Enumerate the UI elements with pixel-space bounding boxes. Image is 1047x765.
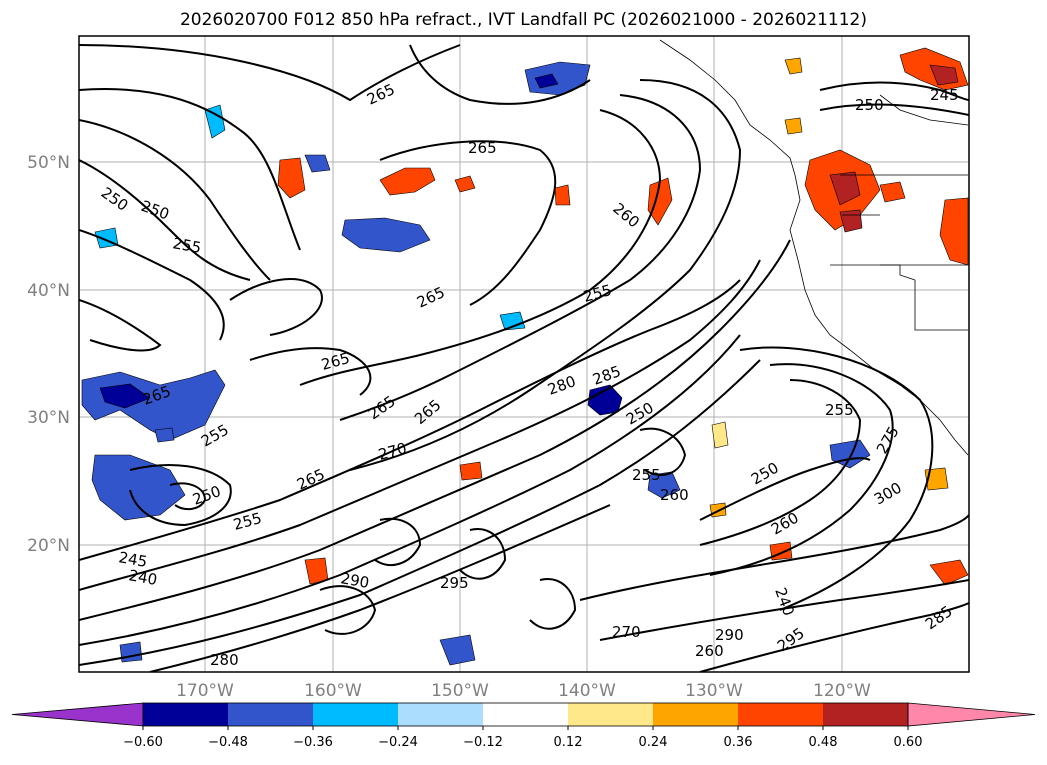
orange-patch xyxy=(784,57,803,75)
colorbar: −0.60 −0.48 −0.36 −0.24 −0.12 0.12 0.24 0.36 0.4… xyxy=(11,702,1036,750)
blue-patch xyxy=(91,454,186,521)
colorbar-tick-label: −0.36 xyxy=(293,735,333,750)
map-area xyxy=(79,36,969,672)
colorbar-outline xyxy=(142,702,909,727)
contour-label: 245 xyxy=(930,86,959,104)
orange-patch xyxy=(784,117,803,135)
contour-label: 255 xyxy=(632,466,661,484)
contour-label: 250 xyxy=(855,96,884,114)
darkred-patch xyxy=(829,171,861,206)
colorbar-cell xyxy=(398,703,483,726)
cyan-patch xyxy=(154,427,175,443)
darkred-patch xyxy=(929,64,959,86)
colorbar-tick-label: 0.60 xyxy=(894,735,923,750)
contour-label: 240 xyxy=(127,566,158,589)
colorbar-cell xyxy=(653,703,738,726)
lon-label: 170°W xyxy=(176,681,234,701)
orange-patch xyxy=(929,559,969,586)
refractivity-contours xyxy=(79,44,969,672)
colorbar-tick-label: −0.48 xyxy=(208,735,248,750)
orange-patch xyxy=(454,175,476,193)
contour-label: 245 xyxy=(117,548,148,571)
colorbar-extend-min xyxy=(11,702,144,727)
lon-label: 140°W xyxy=(558,681,616,701)
orange-patch xyxy=(459,461,483,481)
cyan-patch xyxy=(119,641,143,663)
contour-label: 290 xyxy=(715,626,744,644)
orange-patch xyxy=(554,184,571,206)
cyan-patch xyxy=(204,104,226,139)
colorbar-tick-label: −0.12 xyxy=(463,735,503,750)
navy-patch xyxy=(534,73,559,89)
contour-label: 255 xyxy=(171,234,202,257)
navy-patch xyxy=(99,383,151,409)
colorbar-cell xyxy=(823,703,908,726)
orange-patch xyxy=(939,197,969,266)
map-border xyxy=(78,35,970,673)
longitude-labels: 170°W 160°W 150°W 140°W 130°W 120°W xyxy=(176,681,871,701)
colorbar-cell xyxy=(738,703,823,726)
colorbar-tick-label: −0.24 xyxy=(378,735,418,750)
cyan-patch xyxy=(499,311,526,331)
colorbar-cell xyxy=(483,703,568,726)
darkred-patch xyxy=(839,209,863,233)
contour-label: 260 xyxy=(695,642,724,660)
orange-patch xyxy=(379,167,436,196)
colorbar-cell xyxy=(313,703,398,726)
lat-label: 30°N xyxy=(27,408,70,428)
blue-patch xyxy=(304,154,331,173)
colorbar-tick-label: 0.48 xyxy=(809,735,838,750)
contour-label: 295 xyxy=(440,574,469,592)
orange-patch xyxy=(647,177,673,226)
latitude-labels: 50°N 40°N 30°N 20°N xyxy=(27,153,70,556)
colorbar-tick-label: 0.36 xyxy=(724,735,753,750)
colorbar-cell xyxy=(143,703,228,726)
blue-patch xyxy=(647,471,681,499)
contour-label: 280 xyxy=(210,651,239,669)
lat-label: 50°N xyxy=(27,153,70,173)
contour-label: 290 xyxy=(339,569,370,592)
lon-label: 160°W xyxy=(304,681,362,701)
orange-patch xyxy=(277,157,306,199)
lon-label: 120°W xyxy=(813,681,871,701)
colorbar-cell xyxy=(228,703,313,726)
yellow-patch xyxy=(711,421,729,449)
colorbar-cell xyxy=(568,703,653,726)
contour-label: 260 xyxy=(660,486,689,504)
lat-label: 20°N xyxy=(27,536,70,556)
colorbar-tick-label: 0.24 xyxy=(639,735,668,750)
contour-label: 255 xyxy=(825,401,854,419)
map-title: 2026020700 F012 850 hPa refract., IVT La… xyxy=(179,10,867,30)
blue-patch xyxy=(341,217,431,253)
refractivity-shading xyxy=(81,47,969,666)
colorbar-tick-label: 0.12 xyxy=(554,735,583,750)
lat-label: 40°N xyxy=(27,281,70,301)
lon-label: 130°W xyxy=(685,681,743,701)
lon-label: 150°W xyxy=(431,681,489,701)
colorbar-tick-label: −0.60 xyxy=(123,735,163,750)
contour-label: 270 xyxy=(612,623,641,641)
contour-label: 265 xyxy=(468,139,497,157)
orange-patch xyxy=(879,181,906,203)
colorbar-extend-max xyxy=(907,702,1036,727)
cyan-patch xyxy=(439,634,476,666)
